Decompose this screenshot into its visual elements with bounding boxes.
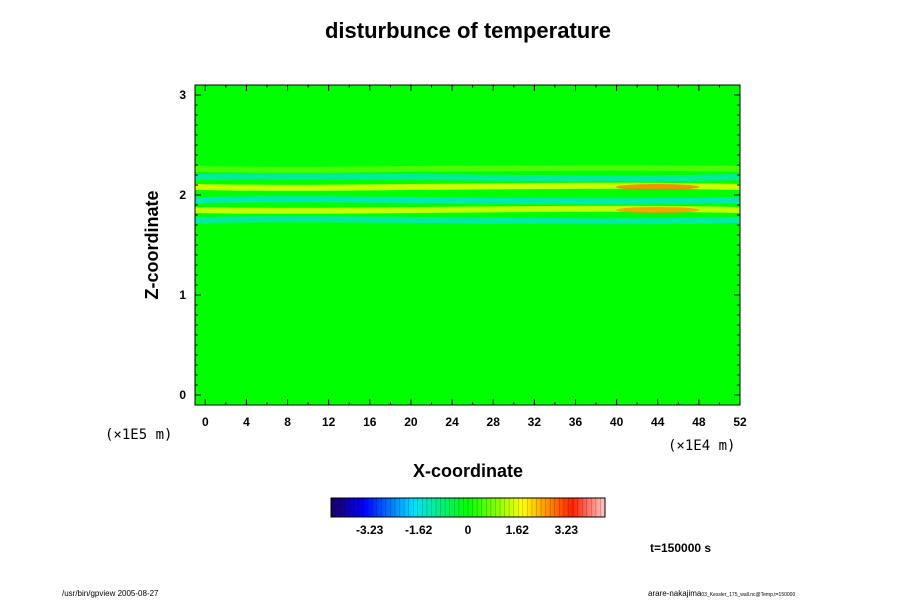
heatmap-field xyxy=(195,85,740,405)
colorbar-tick-label: 0 xyxy=(465,523,472,537)
temperature-band xyxy=(195,216,740,225)
x-tick-label: 4 xyxy=(243,415,250,429)
x-tick-label: 16 xyxy=(363,415,377,429)
time-label: t=150000 s xyxy=(650,541,711,555)
colorbar-tick-label: -3.23 xyxy=(356,523,384,537)
y-axis-unit: (×1E5 m) xyxy=(105,427,172,443)
footer-right-main: arare-nakajima xyxy=(648,589,702,598)
chart-title: disturbunce of temperature xyxy=(325,18,611,43)
x-tick-label: 52 xyxy=(733,415,747,429)
y-tick-label: 3 xyxy=(179,88,186,102)
y-tick-label: 0 xyxy=(179,388,186,402)
x-tick-label: 20 xyxy=(404,415,418,429)
colorbar-tick-label: 3.23 xyxy=(555,523,579,537)
colorbar-ticks: -3.23 -1.62 0 1.62 3.23 xyxy=(356,523,578,537)
footer-right: arare-nakajima03_Kessler_175_wall.nc@Tem… xyxy=(648,589,795,598)
colorbar-tick-label: -1.62 xyxy=(405,523,433,537)
colorbar-tick-label: 1.62 xyxy=(506,523,530,537)
temperature-band xyxy=(195,173,740,182)
y-tick-label: 2 xyxy=(179,188,186,202)
warm-anomaly xyxy=(615,184,700,190)
x-tick-label: 32 xyxy=(528,415,542,429)
x-tick-label: 44 xyxy=(651,415,665,429)
x-tick-label: 8 xyxy=(284,415,291,429)
x-axis-label: X-coordinate xyxy=(413,461,523,481)
temperature-band xyxy=(195,164,740,173)
x-tick-label: 12 xyxy=(322,415,336,429)
x-tick-label: 48 xyxy=(692,415,706,429)
x-tick-label: 28 xyxy=(487,415,501,429)
temperature-band xyxy=(195,196,740,205)
footer-left: /usr/bin/gpview 2005-08-27 xyxy=(62,589,159,598)
x-tick-label: 0 xyxy=(202,415,209,429)
y-axis-ticks: 0 1 2 3 xyxy=(179,88,740,402)
x-tick-label: 40 xyxy=(610,415,624,429)
footer-right-small: 03_Kessler_175_wall.nc@Temp,t=150000 xyxy=(701,592,795,598)
x-axis-ticks: 0 4 8 12 16 20 24 28 32 36 40 44 48 52 xyxy=(202,85,747,429)
warm-anomaly xyxy=(615,207,700,213)
x-axis-unit: (×1E4 m) xyxy=(668,438,735,454)
colorbar-cells xyxy=(335,498,601,517)
colorbar xyxy=(330,497,606,518)
y-axis-label: Z-coordinate xyxy=(142,190,162,299)
x-tick-label: 24 xyxy=(445,415,459,429)
x-tick-label: 36 xyxy=(569,415,583,429)
temperature-bands xyxy=(195,164,740,225)
y-tick-label: 1 xyxy=(179,288,186,302)
